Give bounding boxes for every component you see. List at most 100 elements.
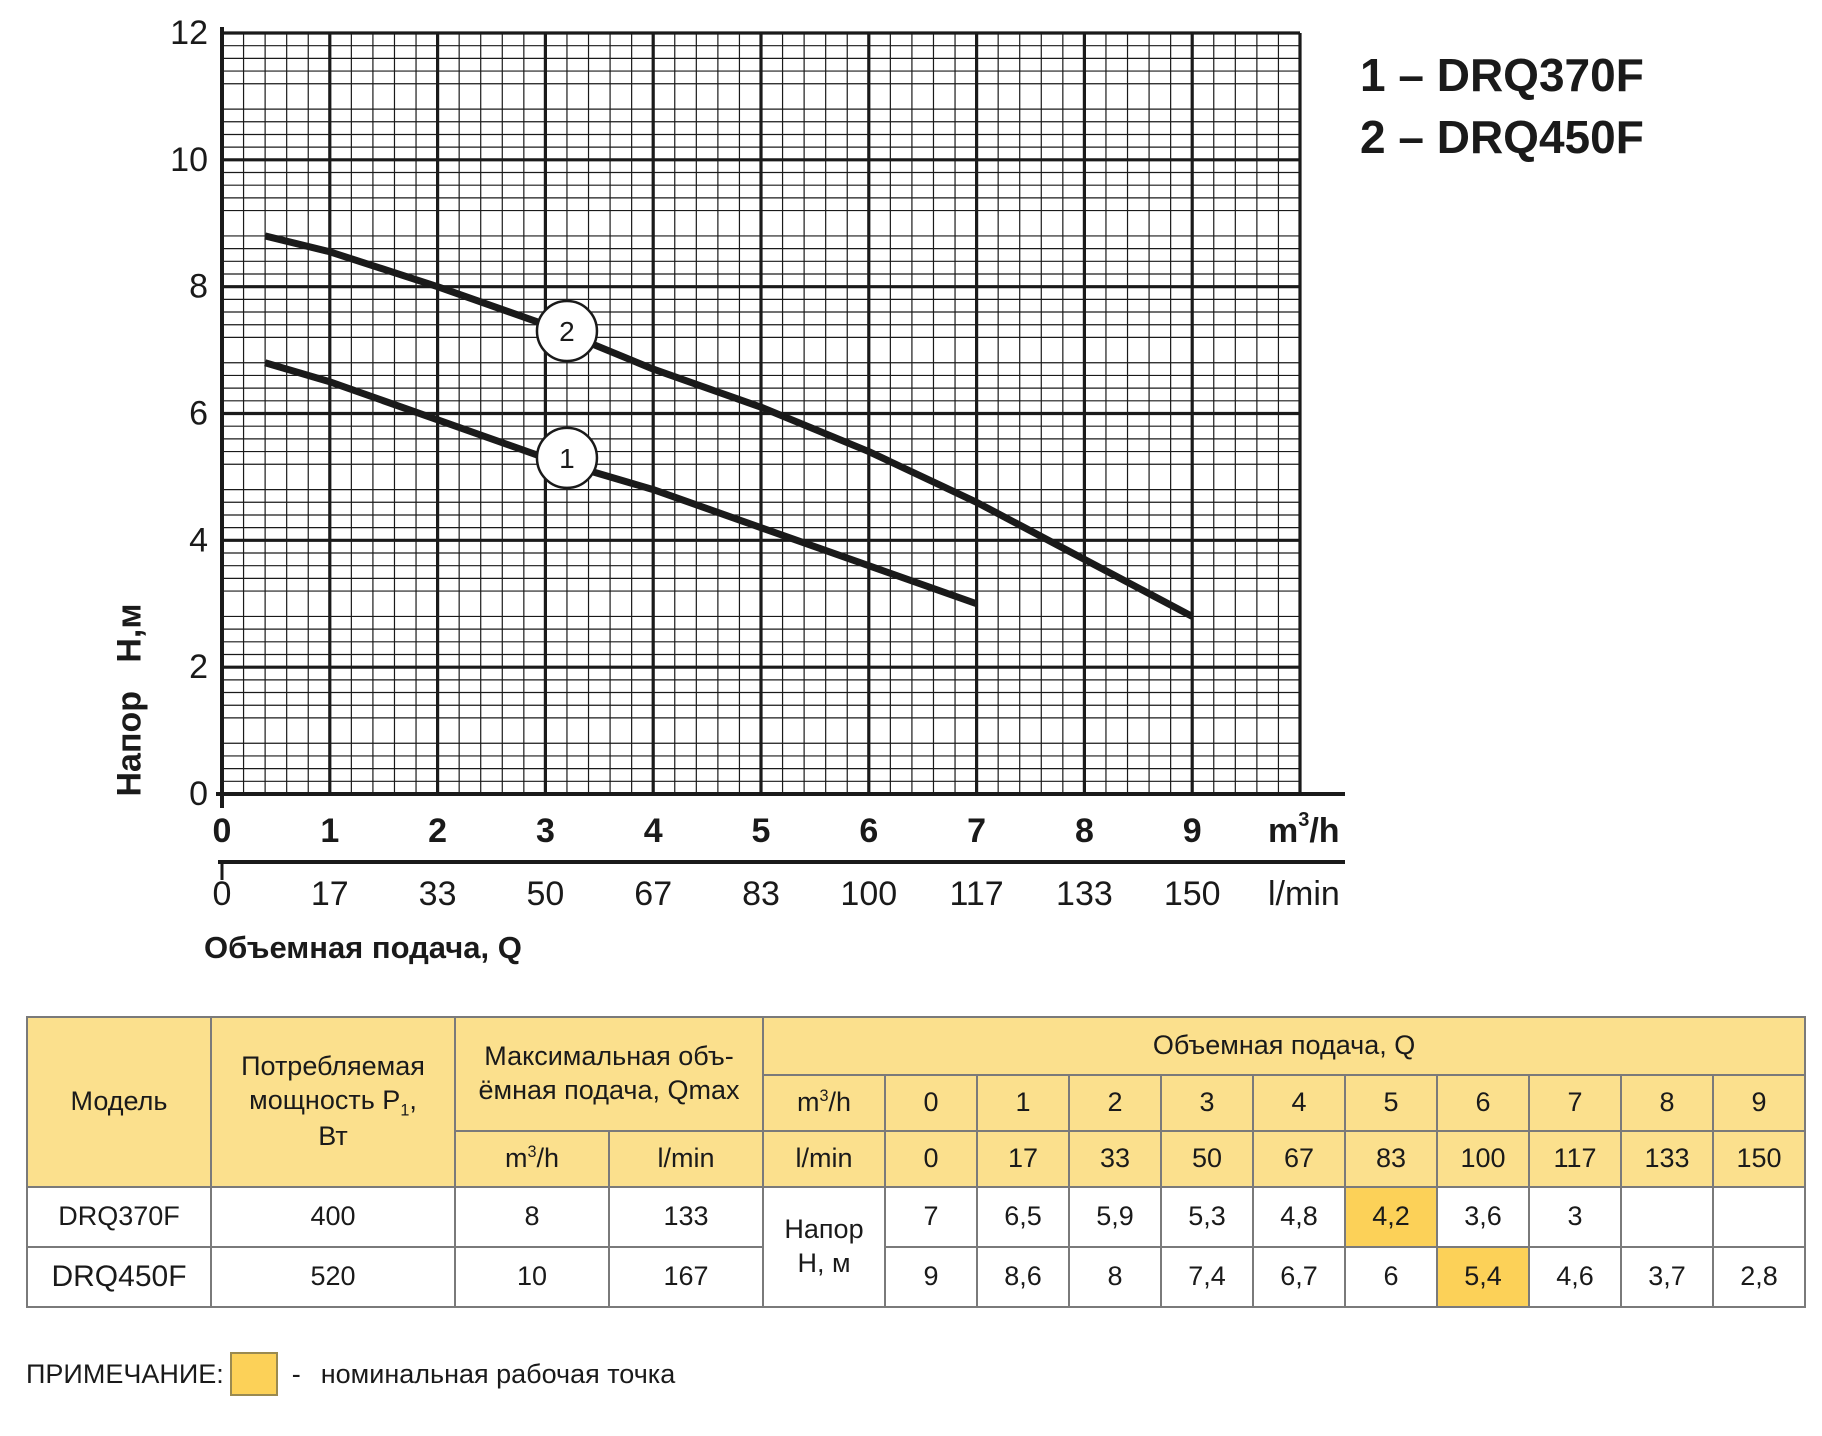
flow-lmin-cell: 100 bbox=[1436, 1130, 1531, 1188]
qmax-lmin-cell: 133 bbox=[607, 1186, 765, 1248]
head-cell: 8 bbox=[1068, 1246, 1163, 1308]
x-tick-labels-m3h: 0 1 2 3 4 5 6 7 8 9 m3/h bbox=[213, 809, 1340, 850]
x-tick-label-m3h: 5 bbox=[752, 812, 771, 850]
note-swatch bbox=[229, 1352, 278, 1396]
curve-DRQ450F bbox=[264, 232, 1194, 620]
x-tick-label-m3h: 1 bbox=[320, 812, 339, 850]
flow-m3h-cell: 0 bbox=[884, 1074, 979, 1132]
y-tick-label: 4 bbox=[189, 521, 208, 559]
power-cell: 520 bbox=[210, 1246, 456, 1308]
legend-entry-1: 1 – DRQ370F bbox=[1360, 49, 1644, 101]
model-cell: DRQ450F bbox=[26, 1246, 212, 1308]
head-cell: 5,3 bbox=[1160, 1186, 1255, 1248]
head-cell: 9 bbox=[884, 1246, 979, 1308]
x-tick-label-lmin: 83 bbox=[742, 875, 780, 913]
head-cell bbox=[1712, 1186, 1807, 1248]
x-tick-label-lmin: 17 bbox=[311, 875, 349, 913]
x-tick-labels-lmin: 0 17 33 50 67 83 100 117 133 150 l/min bbox=[213, 875, 1340, 913]
head-cell: 3 bbox=[1528, 1186, 1623, 1248]
qmax-m3h-cell: 8 bbox=[454, 1186, 610, 1248]
flow-m3h-cell: 2 bbox=[1068, 1074, 1163, 1132]
spec-table: Модель Потребляемая мощность P1, Вт Макс… bbox=[26, 1016, 1807, 1308]
head-cell: 6,7 bbox=[1252, 1246, 1347, 1308]
header-flow: Объемная подача, Q bbox=[762, 1016, 1807, 1076]
flow-lmin-cell: 17 bbox=[976, 1130, 1071, 1188]
x-tick-label-lmin: 150 bbox=[1164, 875, 1221, 913]
y-axis-label: Напор Н,м bbox=[110, 603, 149, 797]
y-tick-label: 10 bbox=[170, 141, 208, 179]
x-axis-label: Объемная подача, Q bbox=[204, 930, 522, 965]
header-qmax-lmin: l/min bbox=[607, 1130, 765, 1188]
y-tick-label: 6 bbox=[189, 395, 208, 433]
curve-marker-circle bbox=[535, 299, 599, 363]
head-cell: 3,7 bbox=[1620, 1246, 1715, 1308]
flow-m3h-cell: 5 bbox=[1344, 1074, 1439, 1132]
x-tick-label-m3h: 0 bbox=[213, 812, 232, 850]
flow-lmin-cell: 33 bbox=[1068, 1130, 1163, 1188]
head-cell: 4,6 bbox=[1528, 1246, 1623, 1308]
y-tick-label: 12 bbox=[170, 14, 208, 52]
head-cell: 6,5 bbox=[976, 1186, 1071, 1248]
flow-m3h-cell: 4 bbox=[1252, 1074, 1347, 1132]
head-cell: 7,4 bbox=[1160, 1246, 1255, 1308]
flow-m3h-cell: 8 bbox=[1620, 1074, 1715, 1132]
header-lmin: l/min bbox=[762, 1130, 887, 1188]
head-cell: 6 bbox=[1344, 1246, 1439, 1308]
x-tick-label-lmin: 133 bbox=[1056, 875, 1113, 913]
x-unit-m3h: m3/h bbox=[1268, 809, 1340, 850]
x-tick-label-m3h: 2 bbox=[428, 812, 447, 850]
x-tick-label-m3h: 8 bbox=[1075, 812, 1094, 850]
flow-m3h-cell: 3 bbox=[1160, 1074, 1255, 1132]
flow-lmin-cell: 117 bbox=[1528, 1130, 1623, 1188]
flow-lmin-cell: 150 bbox=[1712, 1130, 1807, 1188]
flow-lmin-cell: 67 bbox=[1252, 1130, 1347, 1188]
header-qmax-m3h: m3/h bbox=[454, 1130, 610, 1188]
header-model: Модель bbox=[26, 1016, 212, 1188]
power-cell: 400 bbox=[210, 1186, 456, 1248]
curve-DRQ370F bbox=[264, 359, 978, 608]
x-tick-label-m3h: 7 bbox=[967, 812, 986, 850]
flow-m3h-cell: 1 bbox=[976, 1074, 1071, 1132]
head-cell: 5,4 bbox=[1436, 1246, 1531, 1308]
flow-m3h-cell: 7 bbox=[1528, 1074, 1623, 1132]
x-tick-label-m3h: 4 bbox=[644, 812, 663, 850]
x-tick-label-lmin: 33 bbox=[419, 875, 457, 913]
header-m3h: m3/h bbox=[762, 1074, 887, 1132]
note-dash: - bbox=[291, 1358, 301, 1389]
x-tick-label-lmin: 0 bbox=[213, 875, 232, 913]
head-cell: 3,6 bbox=[1436, 1186, 1531, 1248]
x-tick-label-lmin: 100 bbox=[840, 875, 897, 913]
curve-marker-label: 2 bbox=[559, 316, 575, 347]
x-tick-label-m3h: 6 bbox=[859, 812, 878, 850]
head-cell: 2,8 bbox=[1712, 1246, 1807, 1308]
head-label-cell: Напор Н, м bbox=[762, 1186, 887, 1308]
flow-lmin-cell: 83 bbox=[1344, 1130, 1439, 1188]
x-tick-label-lmin: 67 bbox=[634, 875, 672, 913]
flow-lmin-cell: 133 bbox=[1620, 1130, 1715, 1188]
y-tick-label: 8 bbox=[189, 268, 208, 306]
x-tick-label-m3h: 9 bbox=[1183, 812, 1202, 850]
curve-marker-circle bbox=[535, 426, 599, 490]
flow-lmin-cell: 50 bbox=[1160, 1130, 1255, 1188]
x-tick-label-lmin: 50 bbox=[526, 875, 564, 913]
axes bbox=[216, 27, 1345, 880]
note-label: ПРИМЕЧАНИЕ: bbox=[26, 1358, 224, 1389]
y-tick-labels: 0 2 4 6 8 10 12 bbox=[170, 14, 208, 813]
y-tick-label: 0 bbox=[189, 775, 208, 813]
curves bbox=[264, 232, 1194, 620]
qmax-m3h-cell: 10 bbox=[454, 1246, 610, 1308]
curve-markers: 12 bbox=[535, 299, 599, 490]
legend-entry-2: 2 – DRQ450F bbox=[1360, 111, 1644, 163]
y-tick-label: 2 bbox=[189, 648, 208, 686]
head-cell bbox=[1620, 1186, 1715, 1248]
note: ПРИМЕЧАНИЕ: - номинальная рабочая точка bbox=[26, 1352, 675, 1396]
model-cell: DRQ370F bbox=[26, 1186, 212, 1248]
x-unit-lmin: l/min bbox=[1268, 875, 1340, 913]
header-qmax: Максимальная объ- ёмная подача, Qmax bbox=[453, 1016, 765, 1132]
qmax-lmin-cell: 167 bbox=[607, 1246, 765, 1308]
header-power: Потребляемая мощность P1, Вт bbox=[210, 1016, 456, 1188]
flow-m3h-cell: 6 bbox=[1436, 1074, 1531, 1132]
head-cell: 8,6 bbox=[976, 1246, 1071, 1308]
flow-lmin-cell: 0 bbox=[884, 1130, 979, 1188]
